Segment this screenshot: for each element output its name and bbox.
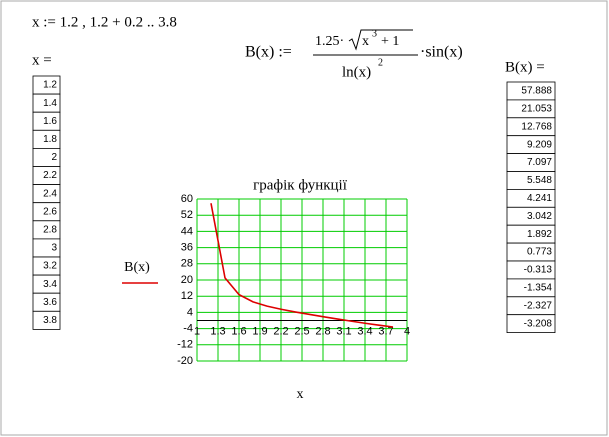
data-line xyxy=(210,203,394,328)
cell-value: 3.6 xyxy=(43,297,57,308)
x-tick-label: 4 xyxy=(404,325,410,337)
x-axis-label: x xyxy=(297,387,304,402)
cell-value: 21.053 xyxy=(521,103,552,114)
y-tick-label: 60 xyxy=(181,193,193,205)
y-tick-label: 52 xyxy=(181,209,193,221)
cell-value: 2 xyxy=(51,152,57,163)
cell-value: -0.313 xyxy=(524,265,553,276)
x-tick-label: 3.4 xyxy=(357,325,372,337)
x-tick-label: 1.3 xyxy=(210,325,225,337)
cell-value: -2.327 xyxy=(524,300,553,311)
formula-tail: ·sin(x) xyxy=(420,44,463,61)
y-tick-label: 12 xyxy=(181,290,193,302)
cell-value: 57.888 xyxy=(521,86,552,97)
cell-value: 2.8 xyxy=(43,224,57,235)
cell-value: 1.4 xyxy=(43,98,57,109)
cell-value: 2.2 xyxy=(43,170,57,181)
cell-value: 9.209 xyxy=(527,139,552,150)
cell-value: -3.208 xyxy=(524,318,553,329)
cell-value: 1.892 xyxy=(527,229,552,240)
cell-value: 3 xyxy=(51,243,57,254)
table-label: B(x) = xyxy=(505,59,545,75)
x-tick-label: 1.9 xyxy=(252,325,267,337)
cell-value: 1.2 xyxy=(43,80,57,91)
y-tick-label: -20 xyxy=(177,355,193,367)
x-tick-label: 1 xyxy=(194,325,200,337)
cell-value: 3.2 xyxy=(43,261,57,272)
formula: B(x) := 1.25· x 3 + 1 ln(x) 2 ·sin(x) xyxy=(245,28,463,80)
cell-value: 4.241 xyxy=(527,193,552,204)
cell-value: 3.042 xyxy=(527,211,552,222)
cell-value: 7.097 xyxy=(527,157,552,168)
cell-value: 1.6 xyxy=(43,116,57,127)
x-tick-label: 2.5 xyxy=(294,325,309,337)
value-table: 1.2 1.4 1.6 1.8 2 2.2 2.4 2.6 2.8 3 3.2 3.4 3.6 3.8 xyxy=(32,75,61,330)
cell-value: 2.4 xyxy=(43,188,57,199)
x-tick-label: 3.7 xyxy=(378,325,393,337)
y-tick-label: 28 xyxy=(181,258,193,270)
cell-value: 3.4 xyxy=(43,279,57,290)
definition: x := 1.2 , 1.2 + 0.2 .. 3.8 xyxy=(32,14,177,30)
formula-coef: 1.25· xyxy=(315,34,344,49)
table-cell xyxy=(32,310,61,330)
cell-value: 5.548 xyxy=(527,175,552,186)
cell-value: 12.768 xyxy=(521,121,552,132)
y-tick-label: 36 xyxy=(181,242,193,254)
y-tick-label: -12 xyxy=(177,339,193,351)
x-tick-label: 2.8 xyxy=(315,325,330,337)
formula-rest: + 1 xyxy=(381,34,399,49)
y-tick-label: 4 xyxy=(187,306,193,318)
cell-value: 1.8 xyxy=(43,134,57,145)
x-tick-label: 2.2 xyxy=(273,325,288,337)
y-tick-label: -4 xyxy=(183,323,193,335)
formula-den: ln(x) xyxy=(342,64,371,80)
y-tick-label: 20 xyxy=(181,274,193,286)
x-tick-label: 1.6 xyxy=(231,325,246,337)
cell-value: 3.8 xyxy=(43,315,57,326)
formula-exp: 3 xyxy=(372,28,377,39)
value-table: 57.888 21.053 12.768 9.209 7.097 5.548 4.241 3.… xyxy=(506,81,556,334)
formula-lhs: B(x) := xyxy=(245,44,292,61)
table-label: x = xyxy=(32,52,52,68)
sqrt-sign xyxy=(348,29,413,51)
cell-value: 0.773 xyxy=(527,247,552,258)
chart-title: графік функції xyxy=(253,177,348,193)
cell-value: 2.6 xyxy=(43,206,57,217)
table-cell xyxy=(506,314,556,334)
x-tick-label: 3.1 xyxy=(336,325,351,337)
cell-value: -1.354 xyxy=(524,282,553,293)
formula-base: x xyxy=(362,34,369,49)
formula-den-exp: 2 xyxy=(378,57,383,68)
legend-label: B(x) xyxy=(124,260,150,275)
y-tick-label: 44 xyxy=(181,225,193,237)
